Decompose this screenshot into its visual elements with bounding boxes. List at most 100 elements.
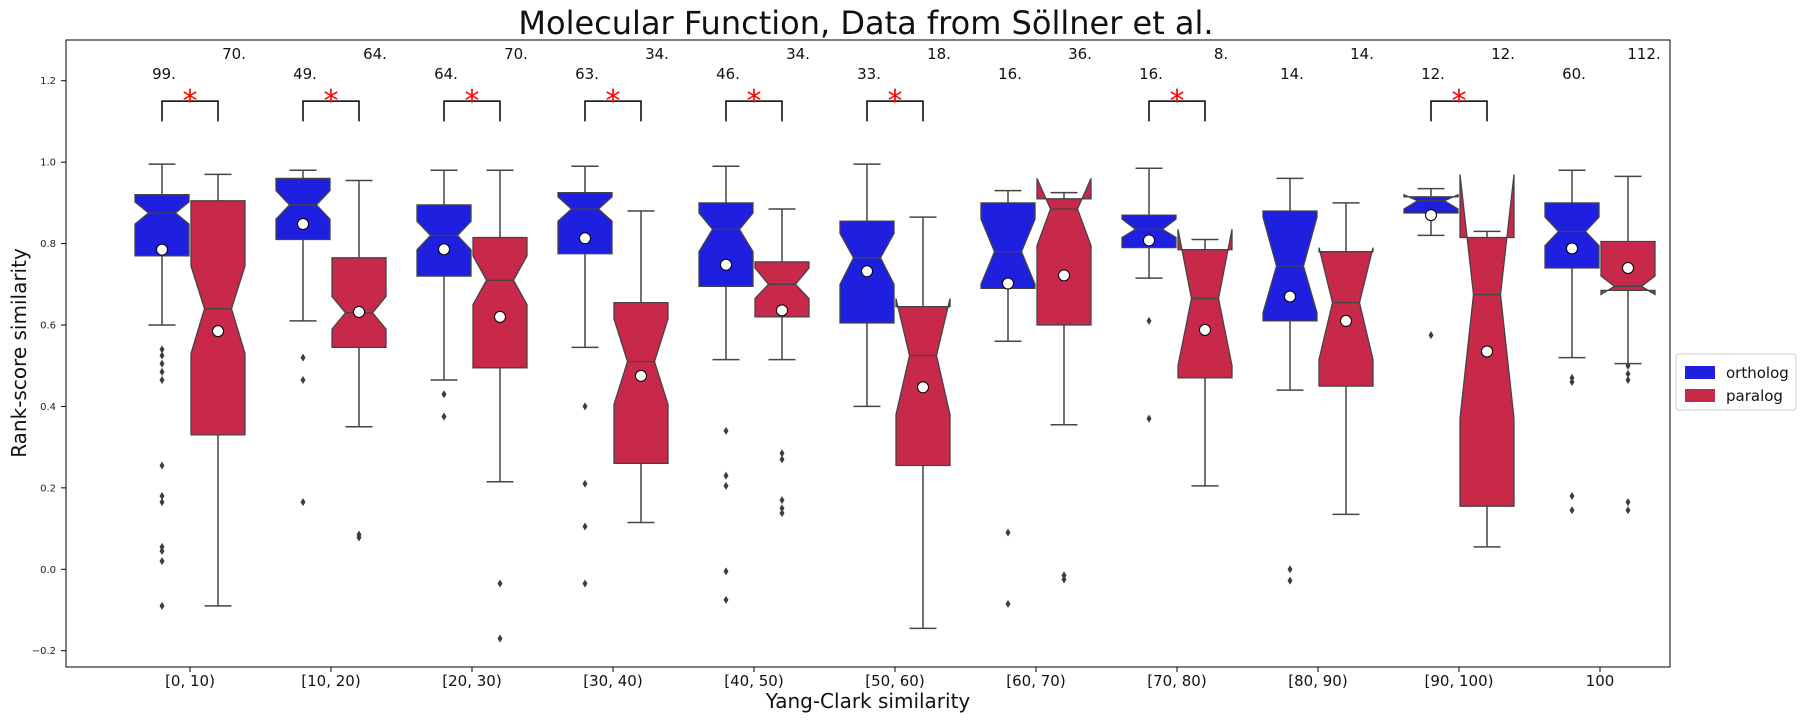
paralog-mean-marker [1622,262,1634,274]
paralog-box [1459,174,1515,548]
ortholog-outlier-point [1569,506,1575,515]
x-tick-label: [20, 30) [442,672,501,690]
paralog-box-body [1459,174,1515,507]
paralog-count-label: 12. [1491,45,1515,63]
ortholog-outlier-point [1287,576,1293,585]
paralog-mean-marker [1481,345,1493,358]
ortholog-outlier-point [300,498,306,507]
group-4: 63. 34. * [557,45,669,588]
paralog-count-label: 8. [1214,45,1228,63]
paralog-outlier-point [779,504,785,513]
ortholog-box-body [980,202,1036,290]
significance-star: * [183,84,198,119]
ortholog-box-body [134,194,190,257]
paralog-count-label: 64. [363,45,387,63]
paralog-box [1600,175,1656,515]
ortholog-outlier-point [159,542,165,551]
y-tick-label: 0.6 [40,321,56,332]
x-tick-label: [90, 100) [1425,672,1494,690]
ortholog-box [980,189,1036,608]
ortholog-mean-marker [297,218,309,231]
legend: ortholog paralog [1675,353,1797,411]
x-tick-label: [30, 40) [583,672,642,690]
paralog-outlier-point [779,509,785,518]
ortholog-outlier-point [159,601,165,610]
paralog-count-label: 14. [1350,45,1374,63]
paralog-outlier-point [1061,575,1067,584]
ortholog-box-body [1403,193,1459,214]
group-9: 14. 14. [1262,45,1374,585]
ortholog-outlier-point [441,390,447,399]
paralog-count-label: 34. [645,45,669,63]
ortholog-outlier-point [1569,492,1575,500]
group-10: 12. 12. * [1403,45,1515,548]
paralog-box [613,210,669,524]
group-6: 33. 18. * [839,45,951,630]
significance-star: * [606,84,621,119]
x-tick-label: [50, 60) [865,672,924,690]
y-axis: −0.2 0.0 0.2 0.4 0.6 0.8 1.0 1.2 [32,76,66,657]
y-axis-title: Rank-score similarity [7,248,31,458]
significance-bracket [302,100,360,122]
ortholog-outlier-point [159,492,165,500]
ortholog-box-body [698,202,754,287]
paralog-mean-marker [917,381,929,394]
paralog-count-label: 36. [1068,45,1092,63]
x-tick-label: [40, 50) [724,672,783,690]
ortholog-box [698,165,754,604]
significance-star: * [888,84,903,119]
ortholog-outlier-point [159,557,165,566]
paralog-box [754,208,810,518]
paralog-outlier-point [1625,369,1631,378]
ortholog-outlier-point [582,479,588,488]
paralog-outlier-point [779,449,785,458]
group-5: 46. 34. * [698,45,810,604]
ortholog-count-label: 16. [1139,65,1163,83]
ortholog-outlier-point [441,412,447,421]
ortholog-count-label: 49. [293,65,317,83]
ortholog-count-label: 46. [716,65,740,83]
ortholog-count-label: 60. [1562,65,1586,83]
ortholog-box [275,169,331,507]
paralog-count-label: 34. [786,45,810,63]
ortholog-outlier-point [159,375,165,384]
paralog-outlier-point [1061,571,1067,580]
legend-swatch-ortholog [1685,366,1715,379]
significance-star: * [465,84,480,119]
ortholog-mean-marker [1002,277,1014,290]
x-axis-title: Yang-Clark similarity [765,689,971,713]
ortholog-count-label: 33. [857,65,881,83]
paralog-mean-marker [494,310,506,323]
ortholog-mean-marker [1284,290,1296,303]
paralog-count-label: 70. [222,45,246,63]
ortholog-outlier-point [582,579,588,588]
ortholog-outlier-point [159,345,165,354]
ortholog-box [134,163,190,610]
paralog-mean-marker [776,304,788,317]
paralog-count-label: 18. [927,45,951,63]
paralog-box [1036,178,1092,584]
ortholog-box [1121,167,1177,423]
paralog-box [1177,229,1233,487]
y-tick-label: 1.2 [40,76,56,87]
group-11: 60. 112. [1544,45,1661,515]
significance-bracket [866,100,924,122]
ortholog-count-label: 14. [1280,65,1304,83]
paralog-outlier-point [1625,498,1631,507]
ortholog-outlier-point [723,595,729,604]
ortholog-mean-marker [156,243,168,256]
ortholog-box [839,163,895,408]
significance-bracket [584,100,642,122]
ortholog-outlier-point [1005,599,1011,608]
ortholog-box-body [1544,202,1600,269]
group-8: 16. 8. * [1121,45,1233,487]
paralog-box [331,179,387,542]
ortholog-outlier-point [1005,528,1011,537]
x-tick-label: 100 [1586,672,1615,690]
paralog-mean-marker [353,305,365,318]
ortholog-outlier-point [159,359,165,368]
ortholog-box [1403,187,1459,340]
paralog-box [1318,202,1374,516]
paralog-box [472,169,528,643]
ortholog-count-label: 64. [434,65,458,83]
